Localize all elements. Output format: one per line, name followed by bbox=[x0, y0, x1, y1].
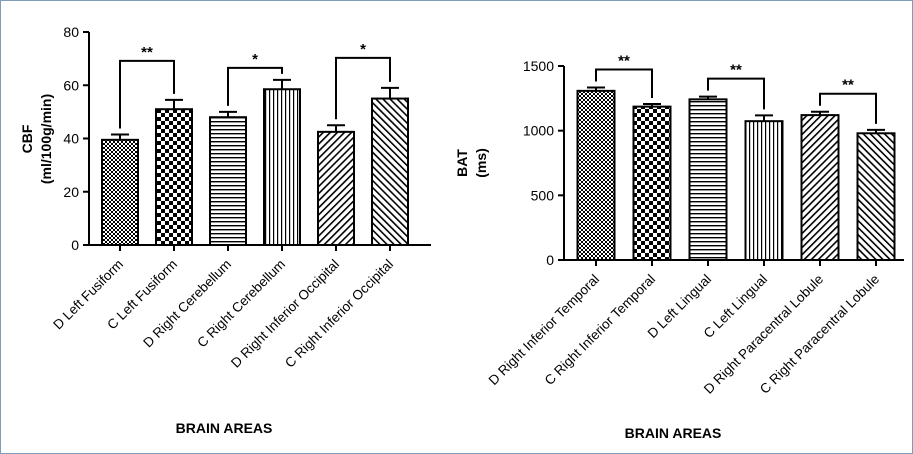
right-ytick-label: 0 bbox=[546, 252, 554, 268]
right-bar bbox=[744, 120, 784, 261]
right-bar bbox=[856, 132, 896, 261]
left-bar bbox=[371, 97, 409, 246]
right-ytick-label: 1000 bbox=[523, 123, 554, 139]
left-ytick-label: 20 bbox=[63, 184, 79, 200]
right-ylabel-line2: (ms) bbox=[473, 148, 489, 178]
left-ytick-label: 0 bbox=[71, 237, 79, 253]
right-bar bbox=[632, 105, 672, 262]
left-significance-label: * bbox=[360, 41, 366, 58]
left-bar bbox=[101, 138, 139, 246]
left-bar bbox=[263, 88, 301, 247]
right-significance-label: ** bbox=[730, 62, 742, 79]
right-category-label: D Right Inferior Temporal bbox=[486, 272, 603, 389]
left-category-label: C Right Inferior Occipital bbox=[282, 257, 396, 371]
right-significance-label: ** bbox=[842, 77, 854, 94]
right-ylabel-line1: BAT bbox=[454, 149, 470, 177]
left-bar bbox=[317, 130, 355, 246]
left-significance-bracket bbox=[227, 66, 283, 106]
left-significance-bracket bbox=[119, 59, 175, 129]
left-ytick-label: 60 bbox=[63, 77, 79, 93]
left-bar bbox=[209, 116, 247, 246]
right-significance-bracket bbox=[707, 77, 765, 110]
left-category-label: D Right Inferior Occipital bbox=[228, 257, 342, 371]
left-significance-bracket bbox=[335, 56, 391, 120]
right-category-label: C Right Paracentral Lobule bbox=[757, 272, 882, 397]
left-ytick-label: 80 bbox=[63, 24, 79, 40]
right-ytick-label: 500 bbox=[531, 187, 555, 203]
left-ylabel-line2: (ml/100g/min) bbox=[38, 94, 54, 184]
right-bar bbox=[800, 114, 840, 261]
left-chart: CBF (ml/100g/min) BRAIN AREAS bbox=[19, 94, 272, 436]
right-ytick-label: 1500 bbox=[523, 58, 554, 74]
left-ylabel-line1: CBF bbox=[19, 124, 35, 153]
right-significance-bracket bbox=[595, 68, 653, 98]
right-bar bbox=[576, 89, 616, 261]
right-significance-label: ** bbox=[618, 52, 630, 69]
right-significance-bracket bbox=[819, 92, 877, 124]
left-ytick-label: 40 bbox=[63, 131, 79, 147]
right-category-label: C Right Inferior Temporal bbox=[542, 272, 659, 389]
right-chart: BAT (ms) BRAIN AREAS bbox=[454, 148, 721, 441]
left-significance-label: * bbox=[252, 51, 258, 68]
left-significance-label: ** bbox=[141, 44, 153, 61]
right-category-label: D Right Paracentral Lobule bbox=[701, 272, 826, 397]
left-xlabel: BRAIN AREAS bbox=[176, 420, 273, 436]
right-xlabel: BRAIN AREAS bbox=[625, 425, 722, 441]
right-bar bbox=[688, 98, 728, 261]
left-bar bbox=[155, 108, 193, 247]
